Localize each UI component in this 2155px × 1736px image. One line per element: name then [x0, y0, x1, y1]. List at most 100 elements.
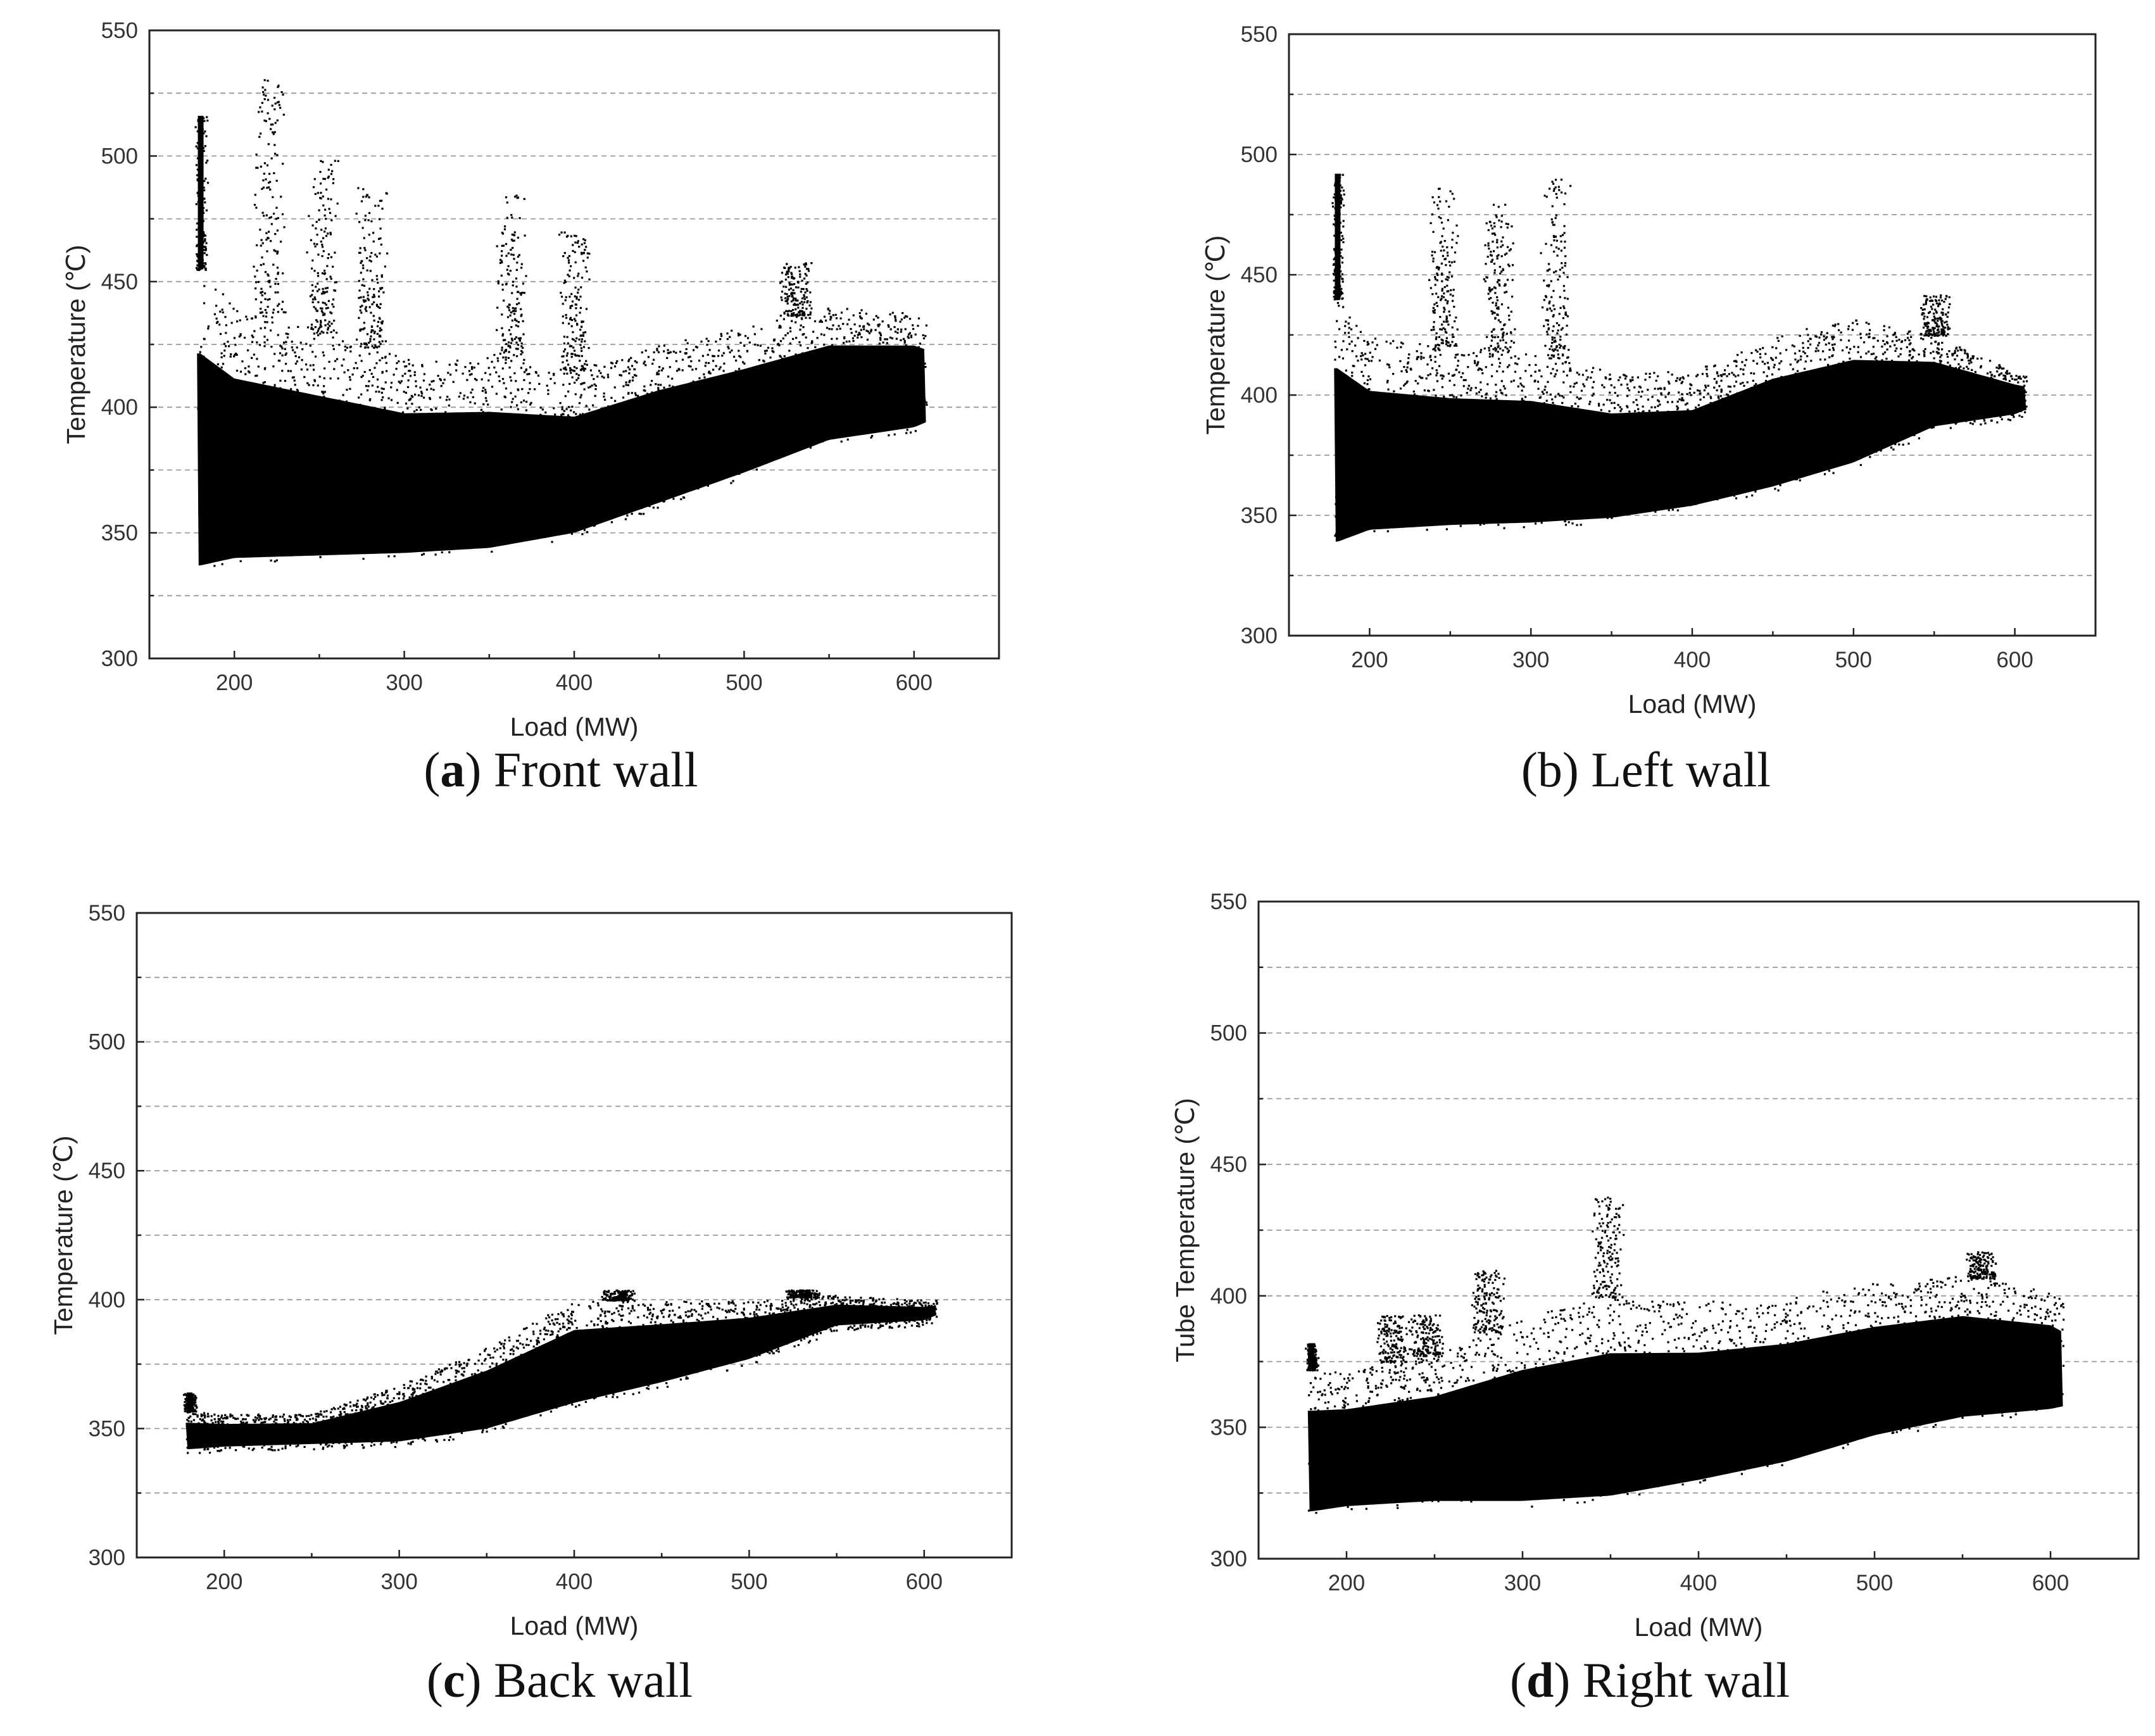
data-point	[251, 356, 253, 359]
data-point	[429, 520, 432, 523]
data-point	[1589, 494, 1592, 498]
data-point	[468, 443, 470, 446]
data-point	[215, 383, 218, 386]
data-point	[1446, 456, 1448, 459]
data-point	[440, 441, 443, 443]
data-point	[267, 237, 269, 239]
data-point	[803, 413, 805, 415]
data-point	[515, 320, 518, 322]
data-core-band	[1334, 360, 2026, 542]
data-point	[515, 458, 518, 461]
data-point	[1743, 408, 1746, 410]
data-point	[804, 273, 807, 275]
data-point	[1799, 429, 1802, 431]
data-point	[750, 369, 752, 372]
data-point	[766, 390, 769, 393]
data-point	[681, 369, 684, 372]
data-point	[911, 403, 914, 405]
data-point	[1445, 434, 1447, 436]
data-point	[2000, 401, 2002, 403]
data-point	[269, 188, 272, 191]
data-point	[1447, 484, 1449, 487]
data-point	[707, 398, 709, 401]
data-point	[1916, 392, 1919, 394]
data-point	[276, 541, 279, 544]
data-point	[223, 474, 226, 477]
data-point	[857, 336, 859, 339]
data-point	[1610, 435, 1612, 437]
data-point	[1491, 375, 1493, 377]
data-point	[592, 404, 594, 406]
data-point	[900, 348, 903, 351]
data-point	[1497, 461, 1499, 463]
data-point	[198, 510, 201, 513]
data-point	[1502, 483, 1505, 486]
data-point	[581, 427, 583, 429]
data-point	[823, 334, 826, 336]
data-point	[1618, 379, 1620, 382]
data-point	[858, 386, 861, 389]
data-point	[218, 463, 220, 466]
data-point	[1842, 443, 1844, 445]
data-point	[1892, 409, 1895, 412]
data-point	[603, 418, 605, 420]
data-point	[569, 367, 572, 370]
data-point	[316, 310, 318, 312]
data-point	[640, 506, 643, 509]
data-point	[510, 379, 513, 382]
data-point	[524, 477, 526, 481]
data-point	[1430, 453, 1433, 455]
data-point	[780, 296, 782, 299]
data-point	[262, 91, 265, 93]
data-point	[268, 513, 271, 515]
data-point	[2011, 384, 2013, 387]
data-point	[522, 346, 524, 349]
data-point	[668, 433, 670, 436]
data-point	[558, 482, 562, 485]
data-point	[653, 351, 655, 354]
data-point	[281, 370, 284, 372]
data-point	[267, 273, 269, 275]
data-point	[236, 320, 239, 323]
data-point	[198, 268, 201, 272]
data-point	[336, 417, 338, 420]
data-point	[569, 318, 572, 320]
data-point	[781, 405, 783, 408]
data-point	[573, 318, 576, 320]
data-point	[273, 144, 276, 146]
data-point	[776, 426, 778, 429]
data-point	[1407, 361, 1410, 363]
data-point	[432, 389, 435, 391]
data-point	[362, 196, 365, 198]
data-point	[562, 322, 564, 324]
data-point	[496, 306, 499, 309]
data-point	[854, 405, 857, 407]
data-point	[335, 281, 337, 284]
data-point	[248, 443, 251, 446]
data-point	[1602, 403, 1605, 406]
data-point	[1613, 485, 1616, 487]
data-point	[1604, 486, 1607, 489]
data-point	[330, 277, 332, 280]
data-point	[912, 348, 914, 351]
data-point	[1339, 403, 1341, 406]
data-point	[324, 270, 326, 272]
data-point	[915, 382, 918, 385]
data-point	[855, 390, 858, 393]
data-point	[1740, 399, 1742, 403]
data-point	[415, 408, 418, 412]
data-point	[1403, 366, 1405, 368]
data-point	[355, 438, 357, 441]
data-point	[499, 261, 501, 264]
data-point	[798, 383, 801, 386]
data-point	[551, 541, 553, 543]
data-point	[693, 425, 695, 427]
data-point	[1414, 380, 1417, 382]
data-point	[377, 306, 380, 308]
data-point	[1534, 379, 1536, 382]
data-point	[855, 363, 858, 366]
data-point	[589, 386, 592, 388]
data-point	[201, 387, 203, 390]
data-point	[582, 437, 585, 440]
data-point	[1893, 394, 1895, 396]
